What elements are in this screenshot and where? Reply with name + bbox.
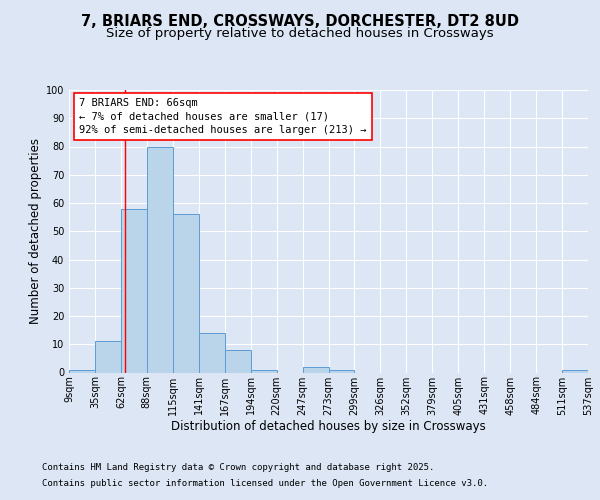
Text: Contains public sector information licensed under the Open Government Licence v3: Contains public sector information licen… bbox=[42, 478, 488, 488]
Bar bbox=[173, 214, 199, 372]
Bar bbox=[329, 370, 355, 372]
Text: Size of property relative to detached houses in Crossways: Size of property relative to detached ho… bbox=[106, 28, 494, 40]
X-axis label: Distribution of detached houses by size in Crossways: Distribution of detached houses by size … bbox=[171, 420, 486, 433]
Text: 7, BRIARS END, CROSSWAYS, DORCHESTER, DT2 8UD: 7, BRIARS END, CROSSWAYS, DORCHESTER, DT… bbox=[81, 14, 519, 29]
Y-axis label: Number of detached properties: Number of detached properties bbox=[29, 138, 41, 324]
Text: Contains HM Land Registry data © Crown copyright and database right 2025.: Contains HM Land Registry data © Crown c… bbox=[42, 464, 434, 472]
Bar bbox=[147, 146, 173, 372]
Bar bbox=[562, 370, 588, 372]
Bar bbox=[121, 208, 147, 372]
Bar bbox=[199, 333, 224, 372]
Bar bbox=[251, 370, 277, 372]
Bar bbox=[95, 342, 121, 372]
Bar bbox=[225, 350, 251, 372]
Bar bbox=[69, 370, 95, 372]
Bar bbox=[302, 367, 329, 372]
Text: 7 BRIARS END: 66sqm
← 7% of detached houses are smaller (17)
92% of semi-detache: 7 BRIARS END: 66sqm ← 7% of detached hou… bbox=[79, 98, 367, 135]
